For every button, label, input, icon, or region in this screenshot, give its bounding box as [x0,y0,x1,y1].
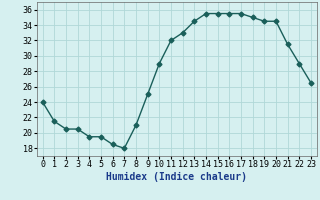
X-axis label: Humidex (Indice chaleur): Humidex (Indice chaleur) [106,172,247,182]
